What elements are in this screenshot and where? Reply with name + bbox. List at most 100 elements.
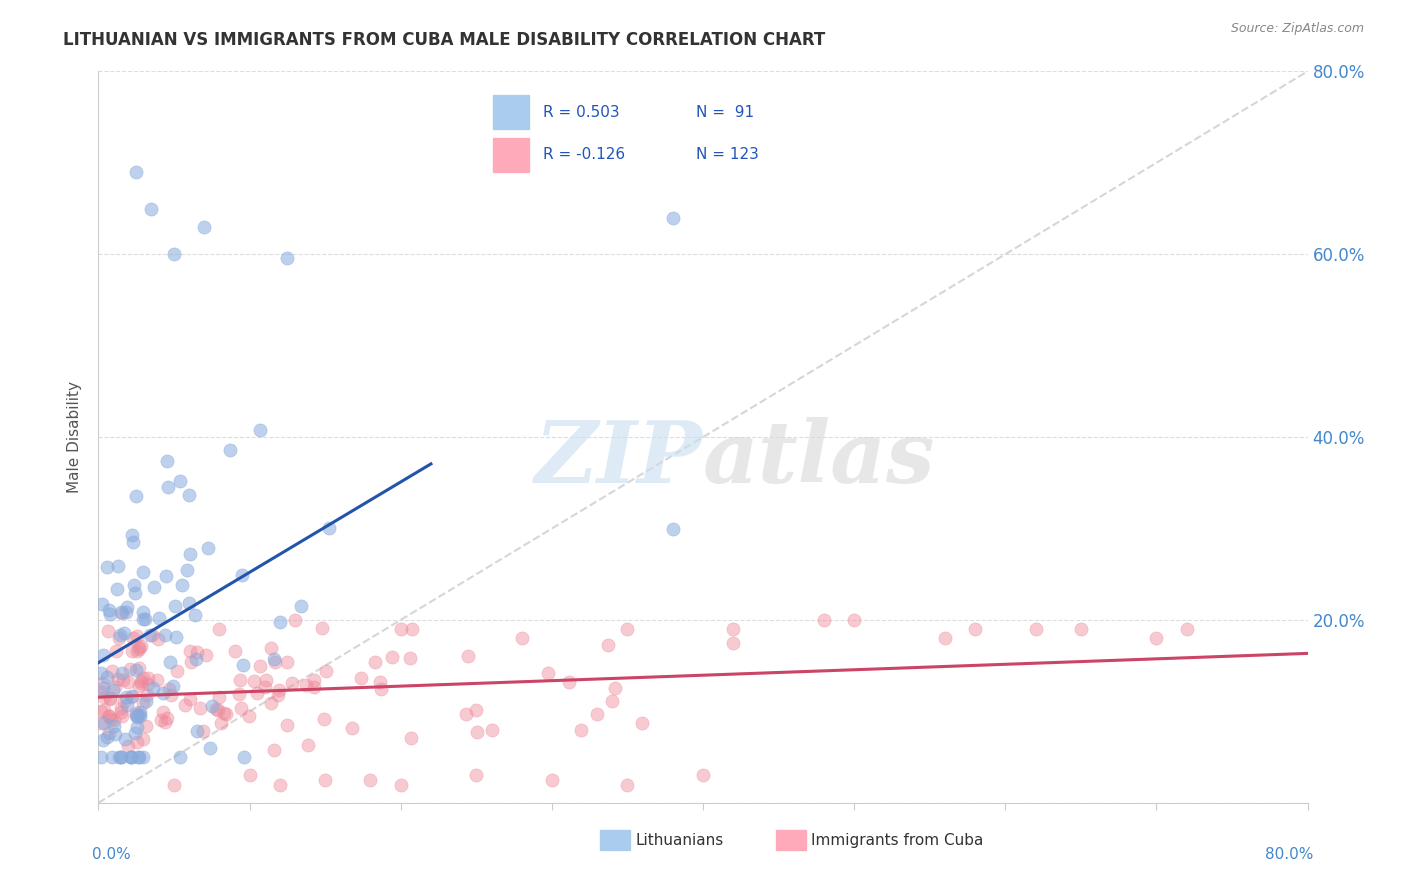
Point <box>129 708 152 723</box>
Point <box>721 636 744 650</box>
Point <box>360 772 382 787</box>
Point <box>98 603 121 617</box>
Point <box>90 597 112 611</box>
Point <box>481 723 503 737</box>
Point <box>142 580 165 594</box>
Point <box>401 731 423 746</box>
Point <box>558 674 581 689</box>
Bar <box>776 830 806 850</box>
Point <box>586 706 609 721</box>
Point <box>163 778 186 792</box>
Point <box>232 657 254 672</box>
Point <box>108 631 131 645</box>
Point <box>117 600 139 615</box>
Point <box>110 700 132 714</box>
Point <box>117 675 139 690</box>
Point <box>198 741 221 756</box>
Point <box>139 628 162 642</box>
Point <box>101 665 124 679</box>
Text: 80.0%: 80.0% <box>1265 847 1313 862</box>
Point <box>115 698 138 712</box>
Point <box>267 688 290 702</box>
Point <box>155 568 177 582</box>
Point <box>156 711 179 725</box>
Point <box>105 582 128 596</box>
Point <box>159 656 181 670</box>
Point <box>398 651 420 665</box>
Point <box>186 724 208 739</box>
Point <box>157 681 180 696</box>
Point <box>212 706 235 721</box>
Point <box>121 632 143 646</box>
Point <box>1175 622 1198 636</box>
Point <box>290 599 312 614</box>
Point <box>166 665 188 679</box>
Point <box>934 632 956 646</box>
Point <box>128 708 150 723</box>
Point <box>297 738 319 752</box>
Point <box>537 665 560 680</box>
Point <box>98 690 121 705</box>
Point <box>661 521 683 535</box>
Point <box>96 560 118 574</box>
Point <box>209 715 232 730</box>
Point <box>249 658 271 673</box>
Point <box>125 663 148 677</box>
Point <box>128 679 150 693</box>
Point <box>93 702 115 716</box>
Point <box>465 703 488 717</box>
Point <box>115 605 138 619</box>
Point <box>93 716 115 731</box>
Point <box>146 632 169 646</box>
Point <box>314 772 336 787</box>
Point <box>120 662 142 676</box>
Point <box>276 252 298 266</box>
Point <box>600 693 623 707</box>
Point <box>152 706 174 720</box>
Point <box>267 682 290 697</box>
Point <box>107 672 129 686</box>
Text: LITHUANIAN VS IMMIGRANTS FROM CUBA MALE DISABILITY CORRELATION CHART: LITHUANIAN VS IMMIGRANTS FROM CUBA MALE … <box>63 31 825 49</box>
Point <box>125 708 148 723</box>
Point <box>136 677 159 691</box>
Point <box>111 709 134 723</box>
Point <box>117 739 139 753</box>
Point <box>111 666 134 681</box>
Point <box>162 679 184 693</box>
Point <box>340 721 363 735</box>
Y-axis label: Male Disability: Male Disability <box>67 381 83 493</box>
Point <box>112 673 135 688</box>
Point <box>1070 622 1092 636</box>
Point <box>91 681 114 695</box>
Bar <box>600 830 630 850</box>
Point <box>314 712 336 726</box>
Point <box>96 670 118 684</box>
Point <box>389 622 412 636</box>
Point <box>239 768 262 782</box>
Point <box>231 701 253 715</box>
Point <box>110 706 132 720</box>
Point <box>389 778 412 792</box>
Point <box>125 720 148 734</box>
Point <box>229 673 252 688</box>
Point <box>174 698 197 712</box>
Point <box>129 676 152 690</box>
Point <box>128 750 150 764</box>
Point <box>150 714 173 728</box>
Point <box>125 165 148 179</box>
Point <box>284 613 307 627</box>
Point <box>110 605 132 619</box>
Point <box>616 778 638 792</box>
Point <box>128 640 150 655</box>
Point <box>177 488 200 502</box>
Point <box>155 628 177 642</box>
Point <box>104 680 127 694</box>
Point <box>381 650 404 665</box>
Point <box>122 535 145 549</box>
Point <box>965 622 987 636</box>
Point <box>364 656 387 670</box>
Point <box>120 750 142 764</box>
Point <box>112 625 135 640</box>
Point <box>844 613 866 627</box>
Point <box>120 750 142 764</box>
